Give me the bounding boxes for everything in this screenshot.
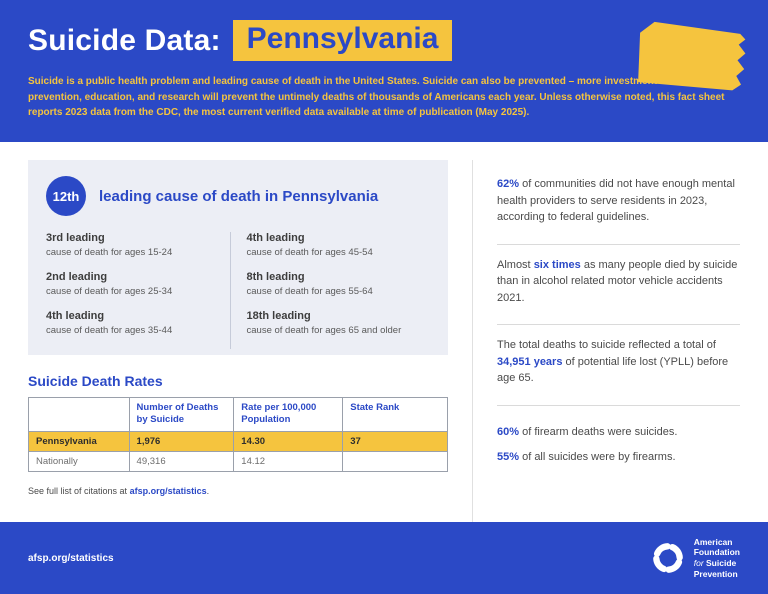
cause-item-ages-15-24: 3rd leading cause of death for ages 15-2…	[46, 232, 230, 258]
cause-desc: cause of death for ages 45-54	[246, 247, 373, 258]
cause-rank: 18th leading	[246, 310, 311, 322]
table-row-pennsylvania: Pennsylvania 1,976 14.30 37	[28, 430, 448, 452]
cell-rank: 37	[342, 430, 448, 452]
cause-rank: 3rd leading	[46, 232, 105, 244]
rates-table-heading: Suicide Death Rates	[28, 373, 163, 389]
table-header-blank	[28, 397, 130, 432]
fact-text: of all suicides were by firearms.	[519, 450, 676, 463]
fact-highlight: six times	[533, 258, 581, 271]
cell-rate: 14.30	[233, 430, 344, 452]
cause-desc: cause of death for ages 65 and older	[246, 325, 402, 336]
footer-statistics-link[interactable]: afsp.org/statistics	[28, 552, 114, 564]
logo-line-4: Prevention	[693, 568, 738, 579]
fact-text: of firearm deaths were suicides.	[519, 425, 678, 438]
main-content: 12th leading cause of death in Pennsylva…	[0, 142, 768, 522]
logo-line-1: American	[693, 536, 733, 547]
left-column: 12th leading cause of death in Pennsylva…	[28, 160, 448, 522]
cause-desc: cause of death for ages 25-34	[46, 286, 173, 297]
afsp-logo-icon	[652, 543, 683, 573]
fact-divider	[497, 243, 740, 245]
table-header-deaths: Number of Deaths by Suicide	[128, 397, 235, 432]
cause-desc: cause of death for ages 35-44	[46, 325, 173, 336]
fact-text: of communities did not have enough menta…	[497, 178, 735, 223]
cell-rank	[342, 450, 448, 472]
fact-divider	[497, 324, 740, 325]
logo-line-3-suicide: Suicide	[703, 558, 737, 568]
firearm-facts-group: 60% of firearm deaths were suicides. 55%…	[497, 410, 740, 463]
rank-badge: 12th	[46, 176, 86, 216]
citation-period: .	[206, 485, 210, 496]
footer: afsp.org/statistics American Foundation …	[0, 522, 768, 594]
cause-desc: cause of death for ages 15-24	[46, 247, 173, 258]
fact-text: of potential life lost (YPLL) before age…	[497, 355, 729, 385]
page-title: Suicide Data:	[28, 23, 221, 57]
fact-suicides-by-firearm: 55% of all suicides were by firearms.	[497, 451, 740, 463]
fact-highlight: 55%	[497, 450, 520, 463]
leading-cause-heading: leading cause of death in Pennsylvania	[99, 187, 379, 205]
leading-cause-panel: 12th leading cause of death in Pennsylva…	[28, 160, 448, 355]
citation-text: See full list of citations at	[28, 485, 130, 496]
cell-rate: 14.12	[233, 450, 344, 472]
cause-item-ages-35-44: 4th leading cause of death for ages 35-4…	[46, 310, 230, 336]
fact-firearm-deaths: 60% of firearm deaths were suicides.	[497, 426, 740, 438]
fact-years-potential-life-lost: The total deaths to suicide reflected a …	[497, 329, 740, 401]
right-column: 62% of communities did not have enough m…	[472, 160, 740, 522]
table-row-nationally: Nationally 49,316 14.12	[28, 450, 448, 472]
fact-text: as many people died by suicide than in a…	[497, 258, 738, 304]
cause-item-ages-45-54: 4th leading cause of death for ages 45-5…	[247, 232, 431, 258]
cell-label: Nationally	[28, 450, 130, 472]
title-row: Suicide Data: Pennsylvania	[28, 20, 740, 61]
table-header-rate: Rate per 100,000 Population	[233, 397, 344, 432]
cause-item-ages-55-64: 8th leading cause of death for ages 55-6…	[247, 271, 431, 297]
citations-link[interactable]: afsp.org/statistics	[129, 485, 207, 496]
state-name-chip: Pennsylvania	[232, 20, 453, 61]
cell-deaths: 1,976	[128, 430, 235, 452]
afsp-logo-text: American Foundation for Suicide Preventi…	[694, 537, 740, 580]
header: Suicide Data: Pennsylvania Suicide is a …	[0, 0, 768, 142]
cell-label: Pennsylvania	[28, 430, 130, 452]
cause-column-right: 4th leading cause of death for ages 45-5…	[229, 232, 431, 349]
suicide-death-rates-table: Number of Deaths by Suicide Rate per 100…	[28, 397, 448, 472]
fact-highlight: 60%	[497, 425, 520, 438]
fact-highlight: 34,951 years	[497, 355, 563, 368]
cause-column-left: 3rd leading cause of death for ages 15-2…	[46, 232, 230, 349]
cause-rank: 4th leading	[46, 310, 105, 322]
table-header-state-rank: State Rank	[342, 397, 448, 432]
fact-highlight: 62%	[497, 178, 520, 190]
pennsylvania-state-icon	[638, 21, 746, 91]
cause-rank: 2nd leading	[46, 271, 108, 283]
fact-text: The total deaths to suicide reflected a …	[497, 339, 716, 351]
fact-motor-vehicle: Almost six times as many people died by …	[497, 249, 740, 321]
cause-columns: 3rd leading cause of death for ages 15-2…	[46, 232, 430, 349]
logo-line-3: for Suicide	[694, 558, 740, 569]
afsp-logo: American Foundation for Suicide Preventi…	[650, 537, 740, 580]
logo-line-2: Foundation	[693, 547, 740, 558]
table-header-row: Number of Deaths by Suicide Rate per 100…	[28, 397, 448, 432]
cause-desc: cause of death for ages 55-64	[246, 286, 373, 297]
cause-rank: 4th leading	[246, 232, 305, 244]
cause-item-ages-25-34: 2nd leading cause of death for ages 25-3…	[46, 271, 230, 297]
cause-rank: 8th leading	[246, 271, 305, 283]
intro-paragraph: Suicide is a public health problem and l…	[28, 76, 725, 118]
cell-deaths: 49,316	[128, 450, 235, 472]
citation-line: See full list of citations at afsp.org/s…	[28, 486, 448, 496]
cause-item-ages-65-older: 18th leading cause of death for ages 65 …	[247, 310, 431, 336]
logo-line-3-for: for	[693, 558, 704, 568]
fact-mental-health-providers: 62% of communities did not have enough m…	[497, 168, 740, 240]
fact-text: Almost	[497, 258, 534, 271]
fact-divider	[497, 404, 740, 406]
leading-cause-header: 12th leading cause of death in Pennsylva…	[46, 176, 430, 216]
